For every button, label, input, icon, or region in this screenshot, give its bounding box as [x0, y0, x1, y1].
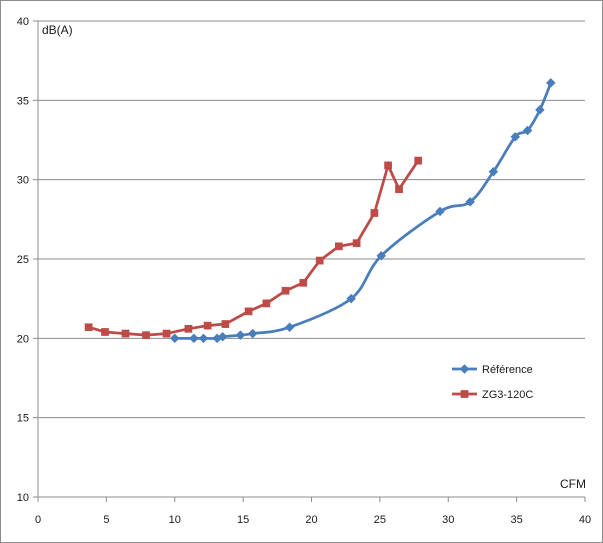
y-axis-title: dB(A)	[42, 23, 73, 37]
data-point	[435, 206, 445, 217]
data-point	[121, 329, 130, 338]
data-point	[299, 278, 308, 287]
data-point	[142, 331, 150, 340]
series-1	[169, 78, 556, 344]
legend-item-2: ZG3-120C	[452, 389, 533, 401]
x-tick-label: 5	[103, 514, 109, 526]
y-tick-label: 25	[17, 254, 29, 266]
x-tick-label: 0	[35, 514, 41, 526]
x-tick-label: 10	[169, 514, 181, 526]
legend-marker	[460, 390, 469, 398]
y-tick-label: 30	[17, 175, 29, 187]
data-point	[235, 330, 246, 341]
x-axis-title: CFM	[560, 477, 586, 491]
y-tick-label: 20	[17, 333, 29, 345]
legend: Référence ZG3-120C	[452, 364, 533, 401]
data-point	[284, 322, 295, 333]
legend-label: ZG3-120C	[482, 389, 533, 401]
data-point	[346, 293, 357, 304]
data-point	[198, 333, 209, 344]
x-tick-label: 35	[511, 514, 523, 526]
legend-item-1: Référence	[452, 364, 533, 376]
data-point	[281, 286, 290, 295]
data-point	[376, 250, 387, 261]
series-2	[84, 156, 423, 340]
x-tick-label: 40	[579, 514, 591, 526]
data-point	[221, 320, 230, 328]
x-tick-label: 20	[305, 514, 317, 526]
data-point	[162, 329, 171, 338]
data-point	[488, 166, 499, 177]
series-layer	[84, 78, 556, 344]
data-point	[247, 328, 258, 339]
legend-label: Référence	[482, 364, 533, 376]
data-point	[262, 299, 271, 308]
axes: 10 15 20 25 30 35 40 0 5 10 15 20 25 30 35 40	[17, 16, 591, 526]
data-point	[414, 156, 423, 165]
data-point	[184, 324, 193, 333]
y-tick-label: 10	[17, 492, 29, 504]
data-point	[535, 104, 545, 115]
data-point	[545, 78, 556, 88]
data-point	[189, 333, 199, 344]
data-point	[465, 197, 475, 207]
y-tick-label: 40	[17, 16, 29, 28]
data-point	[203, 321, 212, 330]
data-point	[315, 256, 324, 265]
data-point	[169, 333, 180, 344]
data-point	[352, 239, 361, 247]
y-tick-label: 35	[17, 95, 29, 107]
x-tick-label: 30	[442, 514, 454, 526]
gridlines	[38, 20, 585, 419]
legend-marker	[459, 364, 470, 374]
data-point	[335, 242, 343, 251]
data-point	[522, 125, 533, 136]
y-tick-label: 15	[17, 413, 29, 425]
data-point	[217, 331, 228, 342]
x-tick-label: 25	[374, 514, 386, 526]
data-point	[101, 328, 109, 336]
x-tick-label: 15	[237, 514, 249, 526]
data-point	[384, 161, 392, 170]
data-point	[395, 185, 403, 194]
data-point	[370, 209, 379, 217]
data-point	[510, 131, 521, 142]
data-point	[84, 323, 93, 332]
data-point	[244, 307, 253, 316]
